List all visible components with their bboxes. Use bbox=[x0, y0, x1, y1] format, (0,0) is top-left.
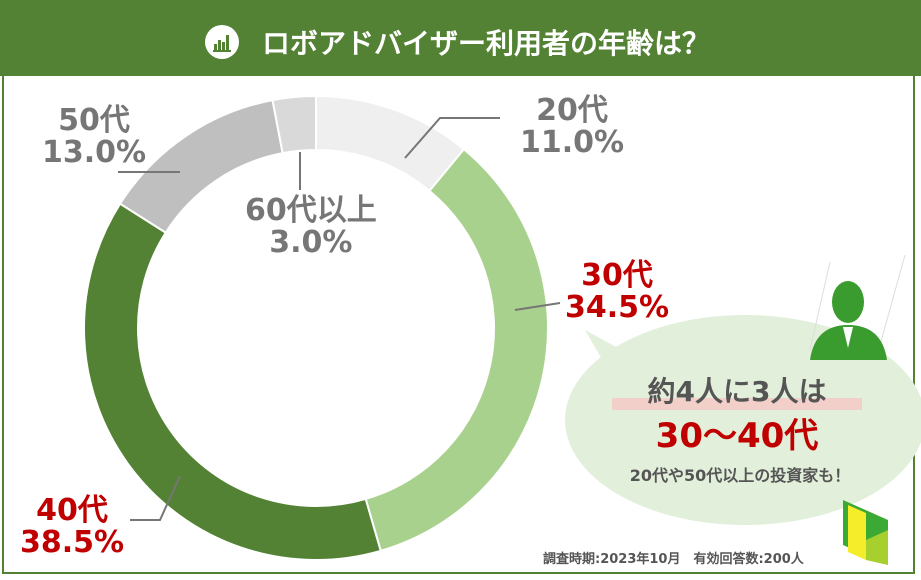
label-50s: 50代 13.0% bbox=[42, 103, 147, 170]
callout-line3: 20代や50代以上の投資家も！ bbox=[629, 466, 851, 485]
bar-chart-icon bbox=[205, 25, 239, 59]
speech-bubble bbox=[565, 315, 921, 525]
slice-2 bbox=[83, 202, 382, 561]
callout-line2: 30〜40代 bbox=[655, 416, 819, 456]
header-bar: ロボアドバイザー利用者の年齢は？ bbox=[0, 0, 921, 76]
businessman-icon bbox=[809, 254, 906, 360]
slice-1 bbox=[364, 147, 549, 553]
door-icon bbox=[843, 500, 888, 565]
slice-4 bbox=[271, 94, 317, 155]
page-title: ロボアドバイザー利用者の年齢は？ bbox=[262, 27, 711, 60]
label-60s-plus: 60代以上 3.0% bbox=[245, 193, 377, 260]
survey-note: 調査時期:2023年10月 有効回答数:200人 bbox=[543, 552, 804, 567]
label-40s: 40代 38.5% bbox=[20, 493, 125, 560]
leader-lines bbox=[118, 117, 561, 521]
label-30s: 30代 34.5% bbox=[565, 258, 670, 325]
label-20s: 20代 11.0% bbox=[520, 93, 625, 160]
callout-line1: 約4人に3人は bbox=[612, 370, 862, 410]
